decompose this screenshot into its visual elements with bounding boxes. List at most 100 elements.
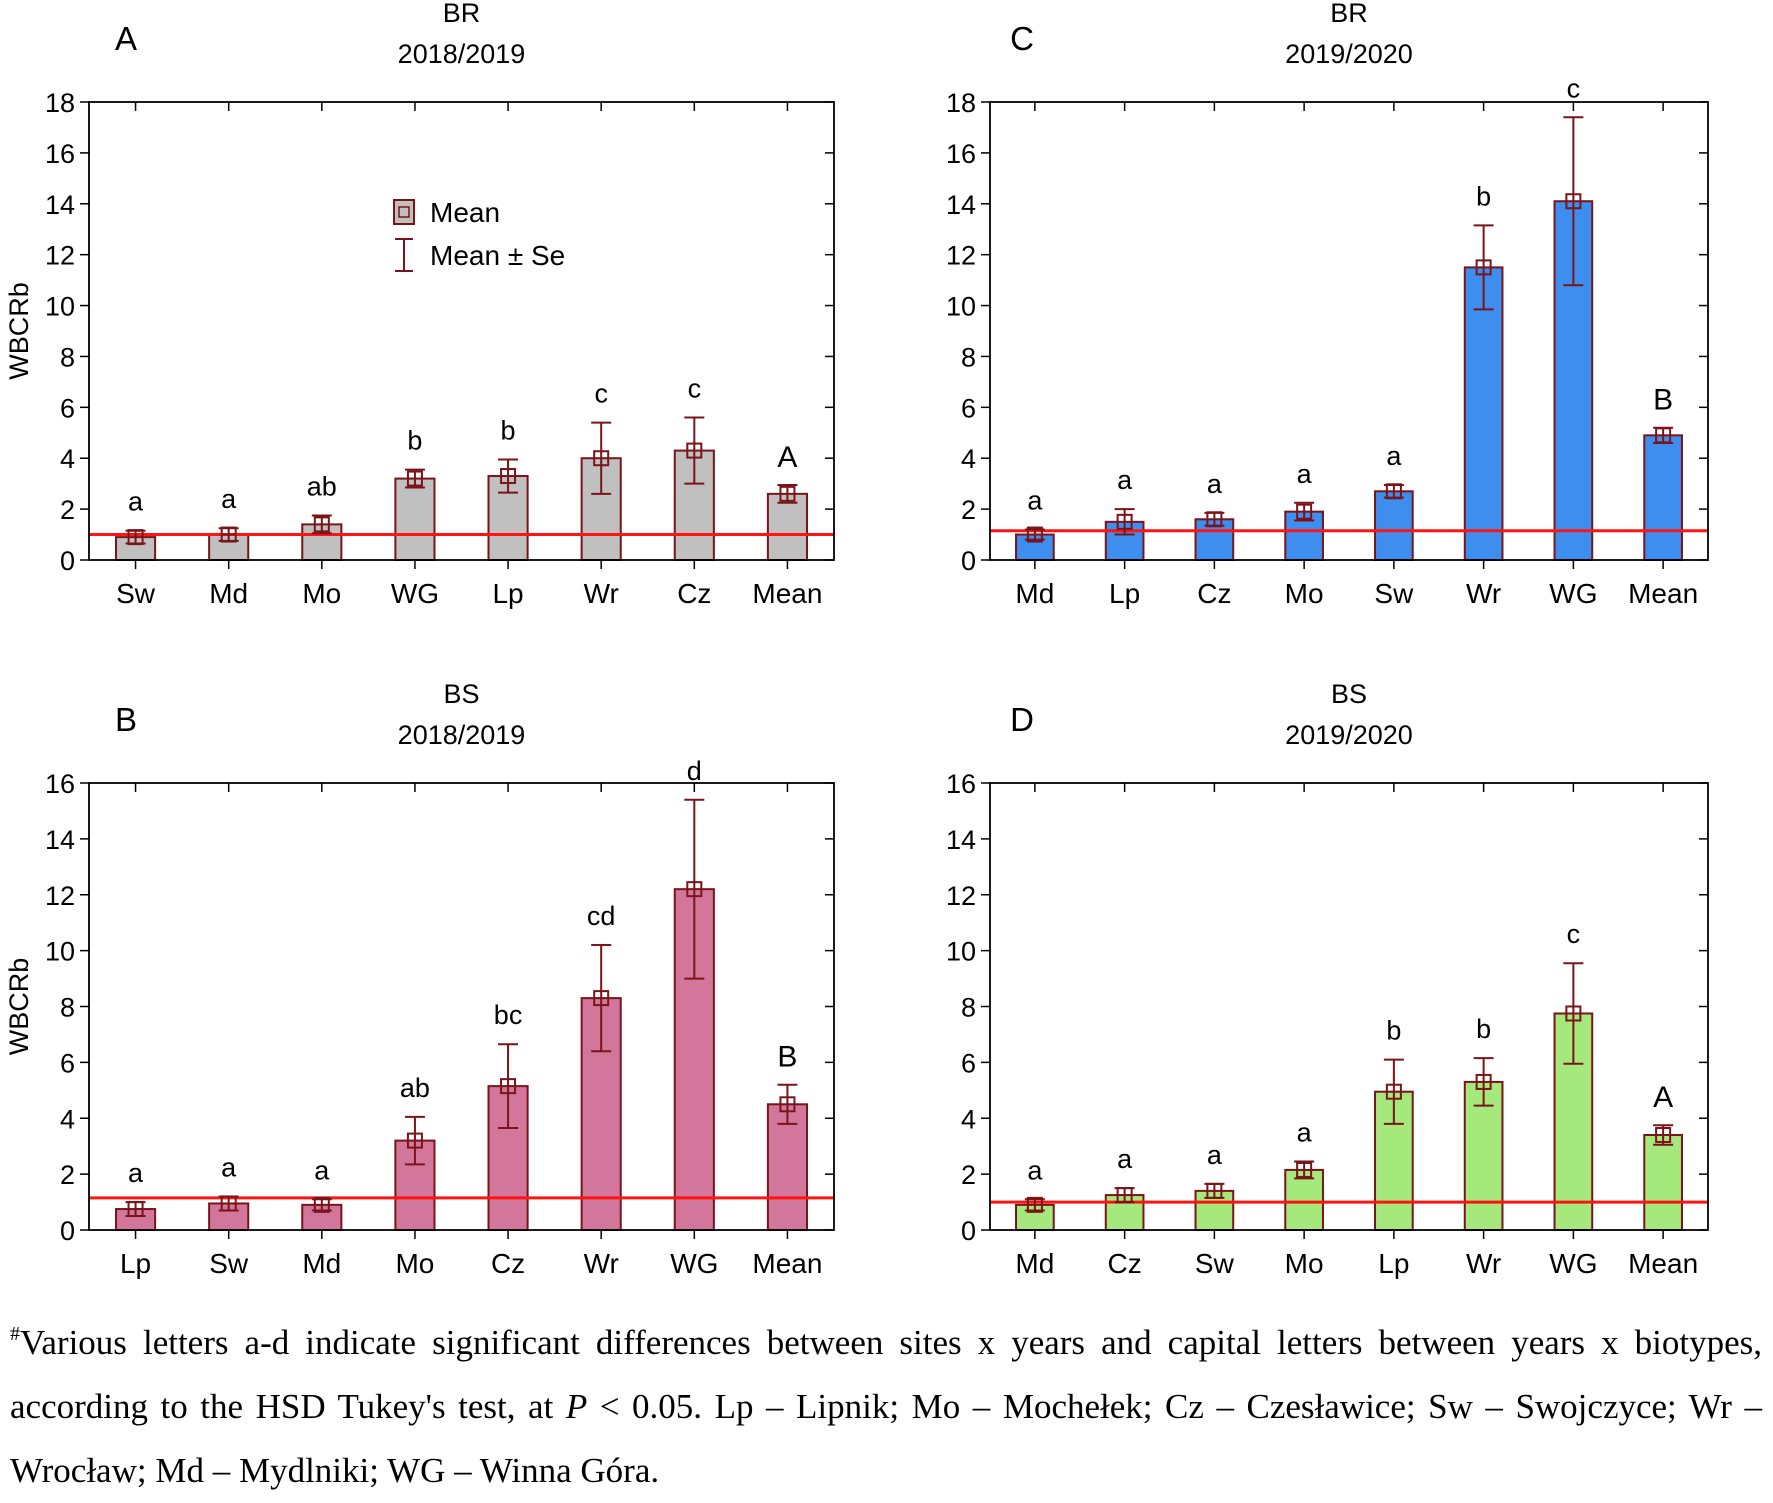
y-tick-label: 10	[946, 292, 976, 322]
legend-mean-marker	[398, 206, 410, 218]
y-tick-label: 10	[45, 292, 75, 322]
significance-letter: cd	[587, 901, 616, 931]
bar-mean	[1643, 1134, 1683, 1231]
significance-letter: a	[1027, 485, 1043, 515]
significance-letter: c	[594, 379, 608, 409]
y-tick-label: 16	[946, 139, 976, 169]
bar-sw	[1374, 490, 1414, 561]
significance-letter: b	[407, 426, 422, 456]
figure-caption: #Various letters a-d indicate significan…	[10, 1302, 1762, 1503]
panel-letter: C	[1010, 20, 1034, 57]
y-tick-label: 6	[60, 393, 75, 423]
x-tick-label: Lp	[1109, 578, 1140, 609]
significance-letter: a	[1297, 459, 1313, 489]
y-tick-label: 6	[60, 1048, 75, 1078]
x-tick-label: Mo	[1285, 578, 1324, 609]
y-tick-label: 4	[60, 444, 75, 474]
y-tick-label: 16	[45, 769, 75, 799]
significance-letter: A	[1653, 1081, 1673, 1114]
plot-frame	[88, 782, 835, 1231]
significance-letter: d	[687, 756, 702, 786]
significance-letter: b	[1386, 1016, 1401, 1046]
panel-title: BR	[1330, 0, 1368, 28]
significance-letter: a	[1297, 1118, 1313, 1148]
y-tick-label: 2	[961, 1160, 976, 1190]
chart-panel-a: A BR 2018/2019 WBCRb 0 2 4 6 8 10 12 14 16 18 a Sw a Md ab…	[4, 0, 835, 609]
y-tick-label: 6	[961, 1048, 976, 1078]
y-tick-label: 18	[45, 88, 75, 118]
significance-letter: ab	[307, 471, 337, 501]
x-tick-label: Md	[1015, 578, 1054, 609]
y-tick-label: 8	[961, 993, 976, 1023]
significance-letter: c	[1567, 919, 1581, 949]
bar-mean	[1643, 434, 1683, 562]
caption-p-symbol: P	[565, 1387, 588, 1426]
x-tick-label: Md	[1015, 1248, 1054, 1279]
chart-panel-c: C BR 2019/2020 0 2 4 6 8 10 12 14 16 18 a Md a Lp a Cz a Mo a…	[946, 0, 1709, 609]
x-tick-label: Cz	[677, 578, 711, 609]
caption-text-2: < 0.05. Lp – Lipnik; Mo – Mochełek; Cz –…	[10, 1387, 1762, 1490]
y-tick-label: 18	[946, 88, 976, 118]
x-tick-label: Sw	[1374, 578, 1414, 609]
legend-swatch	[393, 199, 415, 225]
chart-panel-d: D BS 2019/2020 0 2 4 6 8 10 12 14 16 a Md a Cz a Sw a Mo b Lp…	[946, 679, 1709, 1279]
significance-letter: B	[1653, 384, 1673, 417]
significance-letter: a	[1207, 1140, 1223, 1170]
y-tick-label: 0	[60, 546, 75, 576]
plot-frame	[989, 101, 1709, 561]
panel-title: BS	[1331, 679, 1367, 709]
significance-letter: b	[1476, 1014, 1491, 1044]
y-tick-label: 0	[961, 1216, 976, 1246]
significance-letter: b	[501, 415, 516, 445]
significance-letter: a	[221, 1152, 237, 1182]
x-tick-label: Lp	[1378, 1248, 1409, 1279]
x-tick-label: Wr	[584, 1248, 619, 1279]
x-tick-label: Cz	[491, 1248, 525, 1279]
significance-letter: a	[1027, 1155, 1043, 1185]
x-tick-label: Mean	[752, 1248, 822, 1279]
plot-frame	[989, 782, 1709, 1231]
significance-letter: a	[1386, 441, 1402, 471]
x-tick-label: Md	[209, 578, 248, 609]
legend: Mean Mean ± Se	[393, 197, 565, 272]
x-tick-label: Sw	[116, 578, 156, 609]
x-tick-label: Cz	[1108, 1248, 1142, 1279]
y-tick-label: 4	[961, 1104, 976, 1134]
significance-letter: b	[1476, 181, 1491, 211]
significance-letter: a	[221, 484, 237, 514]
panel-subtitle: 2018/2019	[398, 39, 526, 69]
plot-frame	[88, 101, 835, 561]
y-axis-label: WBCRb	[4, 282, 34, 380]
significance-letter: bc	[494, 1000, 523, 1030]
y-tick-label: 0	[961, 546, 976, 576]
panel-letter: A	[115, 20, 137, 57]
y-tick-label: 8	[60, 993, 75, 1023]
y-tick-label: 2	[60, 1160, 75, 1190]
x-tick-label: Wr	[1466, 1248, 1501, 1279]
caption-marker: #	[10, 1323, 20, 1345]
x-tick-label: Sw	[209, 1248, 249, 1279]
panel-letter: B	[115, 701, 137, 738]
y-tick-label: 10	[45, 937, 75, 967]
legend-mean-label: Mean	[430, 197, 500, 228]
significance-letter: a	[1117, 1144, 1133, 1174]
y-tick-label: 12	[946, 881, 976, 911]
y-tick-label: 2	[961, 495, 976, 525]
chart-panel-b: B BS 2018/2019 WBCRb 0 2 4 6 8 10 12 14 16 a Lp a Sw a Md a…	[4, 679, 835, 1279]
caption-text-1: Various letters a-d indicate significant…	[10, 1323, 1762, 1426]
bar-mean	[766, 492, 808, 562]
y-tick-label: 16	[946, 769, 976, 799]
x-tick-label: WG	[670, 1248, 718, 1279]
legend-se-label: Mean ± Se	[430, 240, 565, 271]
x-tick-label: Cz	[1197, 578, 1231, 609]
x-tick-label: Mo	[302, 578, 341, 609]
y-tick-label: 16	[45, 139, 75, 169]
x-tick-label: Lp	[120, 1248, 151, 1279]
x-tick-label: Mean	[1628, 1248, 1698, 1279]
bar-wg	[394, 477, 436, 562]
x-tick-label: WG	[1549, 578, 1597, 609]
significance-letter: a	[314, 1155, 330, 1185]
significance-letter: a	[1207, 469, 1223, 499]
x-tick-label: Lp	[492, 578, 523, 609]
x-tick-label: Md	[302, 1248, 341, 1279]
